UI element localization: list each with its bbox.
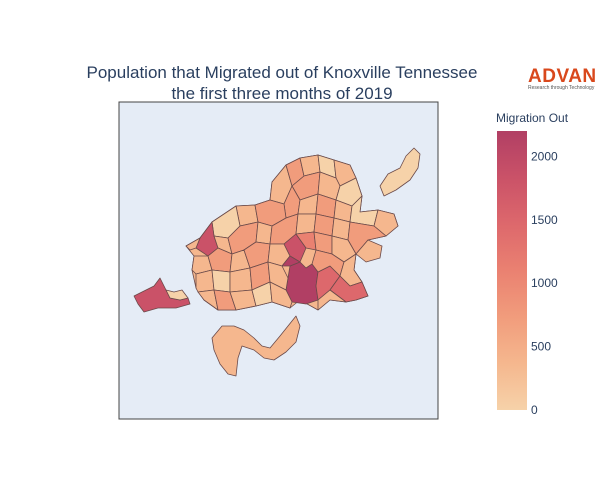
logo-tagline: Research through Technology [528,85,595,91]
region-s7 [311,249,345,277]
colorbar [497,131,527,410]
colorbar-tick-label: 1500 [531,213,558,227]
colorbar-tick-label: 1000 [531,276,558,290]
region-downtown [285,261,319,305]
chart-title-line1: Population that Migrated out of Knoxvill… [87,63,478,82]
region-s1 [195,269,215,293]
region-ne1 [373,209,399,237]
colorbar-ticks: 0 500 1000 1500 2000 [531,149,558,417]
advan-logo: ADVAN Research through Technology [528,66,597,91]
colorbar-tick-label: 500 [531,340,551,354]
map-regions [133,147,421,377]
chart-title-line2: the first three months of 2019 [171,84,392,103]
region-s5 [267,261,289,291]
region-s2 [211,269,231,293]
region-m6 [283,233,307,263]
region-c1 [295,213,317,235]
region-nw-spur [185,237,201,251]
region-se2 [317,289,347,311]
region-downtown-north [281,255,301,267]
region-far-west-small [165,289,189,301]
region-south-1 [211,315,301,377]
colorbar-title: Migration Out [496,111,569,125]
region-w7 [255,221,273,245]
region-s3 [229,267,253,293]
region-ss5 [269,281,293,309]
colorbar-tick-label: 2000 [531,149,558,163]
colorbar-tick-label: 0 [531,403,538,417]
region-e-spur [355,239,383,263]
region-northeast [379,147,421,197]
logo-wordmark: ADVAN [528,66,597,87]
